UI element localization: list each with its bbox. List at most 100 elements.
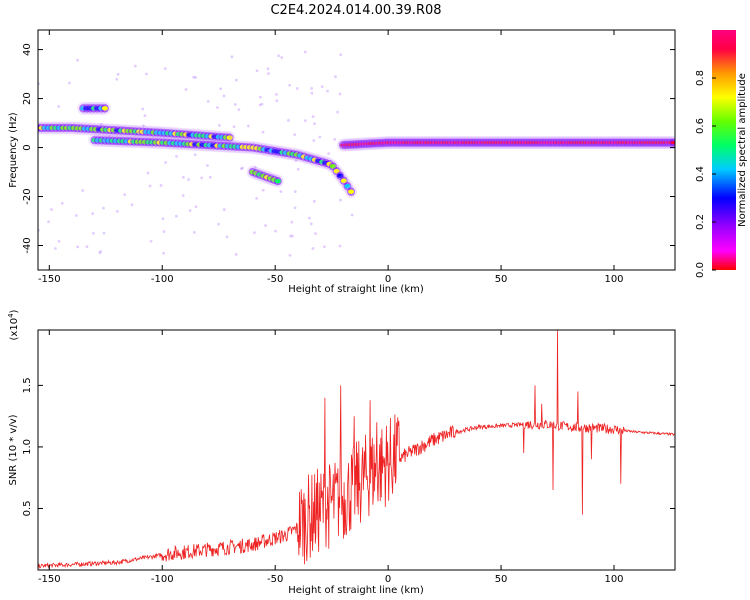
heatmap-speckle [253, 166, 257, 169]
snr-y-label: SNR (10 * v/v) [8, 414, 19, 485]
heatmap-core [101, 106, 108, 111]
colorbar-tick-label: 0.4 [695, 166, 706, 182]
heatmap-speckle [208, 175, 212, 179]
heatmap-speckle [255, 69, 259, 73]
heatmap-speckle [102, 231, 106, 235]
spectrogram-frame [37, 29, 676, 271]
heatmap-speckle [159, 184, 163, 187]
x-tick-label: -100 [151, 574, 174, 585]
heatmap-core [340, 178, 347, 183]
heatmap-speckle [50, 128, 54, 132]
snr-multiplier-base: (x10 [9, 318, 20, 341]
x-tick-label: 0 [385, 574, 391, 585]
x-tick-label: 100 [604, 574, 623, 585]
x-tick-label: 100 [604, 274, 623, 285]
heatmap-speckle [175, 154, 178, 158]
x-tick-label: 50 [495, 574, 508, 585]
heatmap-speckle [303, 50, 307, 54]
heatmap-speckle [98, 251, 102, 255]
snr-panel: -150 -100 -50 0 50 100 0.5 1.0 1.5 Height of st… [7, 309, 676, 596]
heatmap-core [330, 164, 337, 169]
heatmap-speckle [233, 103, 237, 106]
spectrogram-panel: -150 -100 -50 0 50 100 -40 -20 0 20 40 Height of … [8, 29, 676, 295]
heatmap-core [274, 178, 281, 184]
heatmap-speckle [260, 102, 264, 106]
heatmap-speckle [123, 193, 127, 196]
heatmap-speckle [241, 166, 244, 170]
heatmap-speckle [327, 152, 331, 155]
heatmap-speckle [187, 178, 190, 181]
heatmap-speckle [230, 141, 234, 145]
heatmap-speckle [259, 95, 262, 99]
heatmap-speckle [313, 122, 316, 126]
heatmap-speckle [163, 67, 167, 71]
heatmap-speckle [290, 220, 294, 224]
x-tick-label: -150 [38, 574, 61, 585]
heatmap-speckle [350, 213, 354, 217]
colorbar-tick-label: 0.8 [695, 70, 706, 86]
heatmap-speckle [60, 201, 64, 205]
snr-frame [37, 329, 676, 571]
heatmap-speckle [133, 64, 137, 68]
y-tick-label: 1.0 [22, 439, 33, 455]
snr-series-line [38, 330, 675, 569]
y-tick-label: 20 [22, 92, 33, 105]
heatmap-speckle [149, 239, 153, 243]
spectrogram-y-label: Frequency (Hz) [8, 112, 19, 188]
x-tick-label: -50 [267, 574, 283, 585]
heatmap-speckle [47, 220, 50, 224]
heatmap-speckle [287, 119, 290, 122]
heatmap-speckle [339, 198, 342, 202]
heatmap-speckle [164, 161, 168, 164]
heatmap-speckle [266, 150, 270, 153]
heatmap-core [226, 135, 233, 140]
heatmap-speckle [162, 251, 166, 255]
heatmap-speckle [130, 203, 134, 207]
heatmap-speckle [192, 230, 196, 234]
heatmap-speckle [264, 224, 268, 227]
heatmap-speckle [258, 103, 262, 107]
heatmap-speckle [291, 234, 294, 238]
heatmap-core [348, 189, 355, 194]
spectrogram-x-ticks: -150 -100 -50 0 50 100 [38, 30, 624, 285]
heatmap-speckle [326, 89, 329, 93]
heatmap-speckle [320, 85, 324, 89]
y-tick-label: 0.5 [22, 501, 33, 517]
heatmap-speckle [267, 72, 270, 76]
heatmap-speckle [146, 171, 150, 175]
snr-y-ticks: 0.5 1.0 1.5 [22, 377, 675, 516]
heatmap-speckle [295, 87, 299, 90]
heatmap-speckle [107, 135, 111, 139]
heatmap-speckle [141, 107, 145, 111]
heatmap-speckle [115, 77, 119, 81]
heatmap-core [670, 141, 675, 145]
heatmap-speckle [181, 175, 185, 179]
heatmap-speckle [288, 253, 292, 257]
heatmap-speckle [246, 124, 250, 128]
heatmap-speckle [85, 245, 89, 249]
heatmap-speckle [266, 67, 270, 71]
heatmap-speckle [217, 123, 221, 127]
heatmap-speckle [293, 206, 297, 210]
heatmap-speckle [66, 125, 69, 129]
heatmap-core [337, 173, 344, 179]
x-tick-label: -50 [267, 274, 283, 285]
heatmap-speckle [237, 108, 241, 112]
heatmap-speckle [102, 139, 106, 143]
heatmap-speckle [57, 105, 61, 108]
heatmap-speckle [277, 54, 280, 58]
heatmap-speckle [261, 188, 265, 192]
heatmap-speckle [99, 123, 103, 126]
heatmap-speckle [338, 92, 342, 96]
heatmap-speckle [288, 83, 292, 87]
heatmap-speckle [294, 159, 298, 162]
heatmap-speckle [255, 171, 258, 175]
heatmap-speckle [279, 190, 283, 193]
heatmap-speckle [338, 244, 342, 248]
heatmap-speckle [239, 167, 243, 171]
heatmap-speckle [280, 56, 284, 59]
heatmap-speckle [144, 72, 148, 76]
spectrogram-x-label: Height of straight line (km) [288, 284, 424, 295]
heatmap-speckle [309, 222, 313, 226]
